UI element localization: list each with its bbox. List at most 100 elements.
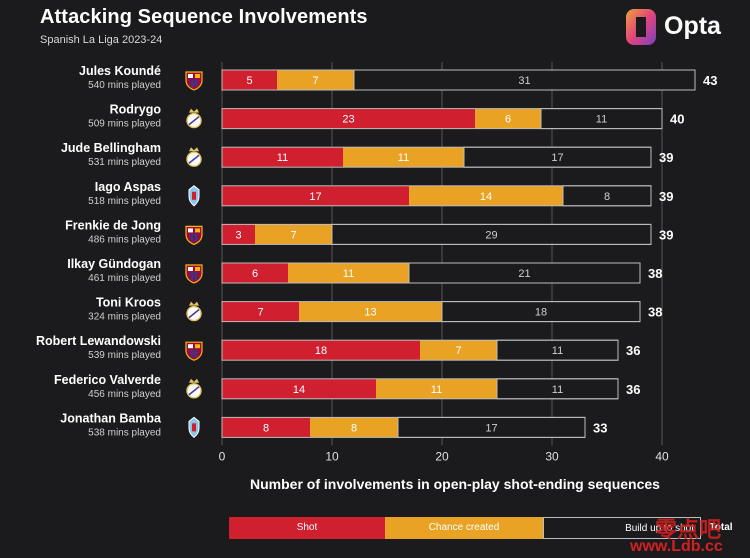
total-label-frenkie-de-jong: 39 <box>659 227 673 242</box>
bar-outline-ilkay-gundogan <box>221 262 641 284</box>
bar-chance-created-jonathan-bamba <box>310 417 398 438</box>
bar-chance-created-jules-kounde <box>277 70 354 90</box>
barcelona-crest-icon <box>195 267 200 271</box>
real-madrid-crest-icon <box>188 154 200 164</box>
real-madrid-crest-icon <box>189 108 199 113</box>
legend-total: Total <box>701 517 741 539</box>
x-tick-label-0: 0 <box>219 449 226 463</box>
bar-outline-federico-valverde <box>221 378 619 400</box>
bar-chance-created-rodrygo <box>475 108 541 129</box>
bar-outline-toni-kroos <box>221 301 641 323</box>
real-madrid-crest-icon <box>189 378 199 383</box>
bar-label-build-up-toni-kroos: 18 <box>535 307 547 319</box>
chart-title: Attacking Sequence Involvements <box>40 6 368 28</box>
x-tick-label-40: 40 <box>655 449 669 463</box>
bar-chance-created-robert-lewandowski <box>420 340 497 361</box>
barcelona-crest-icon <box>188 267 193 271</box>
bar-chance-created-jude-bellingham <box>343 147 464 168</box>
total-label-federico-valverde: 36 <box>626 382 640 397</box>
bar-label-build-up-jonathan-bamba: 17 <box>485 422 497 434</box>
total-label-robert-lewandowski: 36 <box>626 343 640 358</box>
bar-label-chance-created-rodrygo: 6 <box>505 114 511 126</box>
bar-label-build-up-ilkay-gundogan: 21 <box>518 268 530 280</box>
opta-brand-name: Opta <box>664 12 721 40</box>
bar-shot-jude-bellingham <box>222 147 343 168</box>
player-minutes-jude-bellingham: 531 mins played <box>88 157 161 168</box>
player-name-jules-kounde: Jules Koundé <box>79 64 161 78</box>
legend-build-up: Build up to shot <box>543 517 701 539</box>
player-name-toni-kroos: Toni Kroos <box>96 296 161 310</box>
bar-label-chance-created-robert-lewandowski: 7 <box>455 345 461 357</box>
bar-label-shot-jules-kounde: 5 <box>246 75 252 87</box>
total-label-jude-bellingham: 39 <box>659 150 673 165</box>
player-minutes-jonathan-bamba: 538 mins played <box>88 427 161 438</box>
player-minutes-frenkie-de-jong: 486 mins played <box>88 234 161 245</box>
bar-outline-jules-kounde <box>221 69 696 91</box>
real-madrid-crest-icon <box>188 308 200 319</box>
celta-crest-icon <box>192 191 196 200</box>
chart-subtitle: Spanish La Liga 2023-24 <box>40 34 163 46</box>
bar-label-chance-created-federico-valverde: 11 <box>431 384 442 396</box>
barcelona-crest-icon <box>188 74 193 78</box>
x-tick-label-30: 30 <box>545 449 559 463</box>
player-name-jonathan-bamba: Jonathan Bamba <box>60 411 162 425</box>
bar-label-chance-created-frenkie-de-jong: 7 <box>290 229 296 241</box>
bar-shot-jules-kounde <box>222 70 277 90</box>
player-minutes-iago-aspas: 518 mins played <box>88 196 161 207</box>
bar-shot-rodrygo <box>222 108 475 129</box>
player-minutes-toni-kroos: 324 mins played <box>88 312 161 323</box>
bar-chance-created-frenkie-de-jong <box>255 224 332 245</box>
watermark-url: www.Ldb.cc <box>630 538 723 555</box>
bar-label-chance-created-toni-kroos: 13 <box>364 307 376 319</box>
bar-label-chance-created-jules-kounde: 7 <box>312 75 318 87</box>
bar-label-chance-created-ilkay-gundogan: 11 <box>343 268 354 280</box>
barcelona-crest-icon <box>195 74 200 78</box>
barcelona-crest-icon <box>188 228 193 233</box>
player-name-iago-aspas: Iago Aspas <box>95 180 161 194</box>
player-minutes-ilkay-gundogan: 461 mins played <box>88 273 161 284</box>
bar-outline-iago-aspas <box>221 185 652 207</box>
bar-shot-frenkie-de-jong <box>222 224 255 245</box>
player-minutes-jules-kounde: 540 mins played <box>88 80 161 91</box>
player-name-federico-valverde: Federico Valverde <box>54 373 161 387</box>
bar-outline-robert-lewandowski <box>221 339 619 361</box>
player-name-ilkay-gundogan: Ilkay Gündogan <box>67 257 161 271</box>
total-label-ilkay-gundogan: 38 <box>648 266 662 281</box>
bar-label-build-up-iago-aspas: 8 <box>604 191 610 203</box>
bar-label-shot-federico-valverde: 14 <box>293 384 305 396</box>
real-madrid-crest-icon <box>188 386 200 396</box>
bar-label-shot-jude-bellingham: 11 <box>277 152 288 164</box>
bar-label-chance-created-iago-aspas: 14 <box>480 191 492 203</box>
bar-outline-jonathan-bamba <box>221 416 586 438</box>
player-name-frenkie-de-jong: Frenkie de Jong <box>65 218 161 232</box>
bar-label-shot-rodrygo: 23 <box>342 114 354 126</box>
bar-outline-jude-bellingham <box>221 146 652 168</box>
bar-chance-created-iago-aspas <box>409 185 563 206</box>
total-label-rodrygo: 40 <box>670 112 684 127</box>
player-minutes-rodrygo: 509 mins played <box>88 119 161 130</box>
bar-shot-ilkay-gundogan <box>222 263 288 283</box>
barcelona-crest-icon <box>195 344 200 349</box>
opta-logo-icon <box>626 9 656 45</box>
bar-shot-robert-lewandowski <box>222 340 420 361</box>
real-madrid-crest-icon <box>188 115 200 126</box>
x-axis-title: Number of involvements in open-play shot… <box>250 476 660 492</box>
barcelona-crest-icon <box>195 228 200 233</box>
bar-chance-created-ilkay-gundogan <box>288 263 409 283</box>
bar-shot-toni-kroos <box>222 301 299 322</box>
bar-label-shot-jonathan-bamba: 8 <box>263 422 269 434</box>
bar-label-build-up-jude-bellingham: 17 <box>551 152 563 164</box>
bar-label-shot-robert-lewandowski: 18 <box>315 345 327 357</box>
bar-label-build-up-rodrygo: 11 <box>596 114 607 126</box>
bar-label-chance-created-jude-bellingham: 11 <box>398 152 409 164</box>
bar-shot-federico-valverde <box>222 378 376 399</box>
bar-label-shot-frenkie-de-jong: 3 <box>235 229 241 241</box>
player-minutes-federico-valverde: 456 mins played <box>88 389 161 400</box>
bar-chance-created-toni-kroos <box>299 301 442 322</box>
watermark-chinese: 零点吧 <box>655 517 722 542</box>
bar-outline-rodrygo <box>221 108 663 130</box>
x-tick-label-10: 10 <box>325 449 339 463</box>
barcelona-crest-icon <box>188 344 193 349</box>
bar-label-shot-toni-kroos: 7 <box>257 307 263 319</box>
